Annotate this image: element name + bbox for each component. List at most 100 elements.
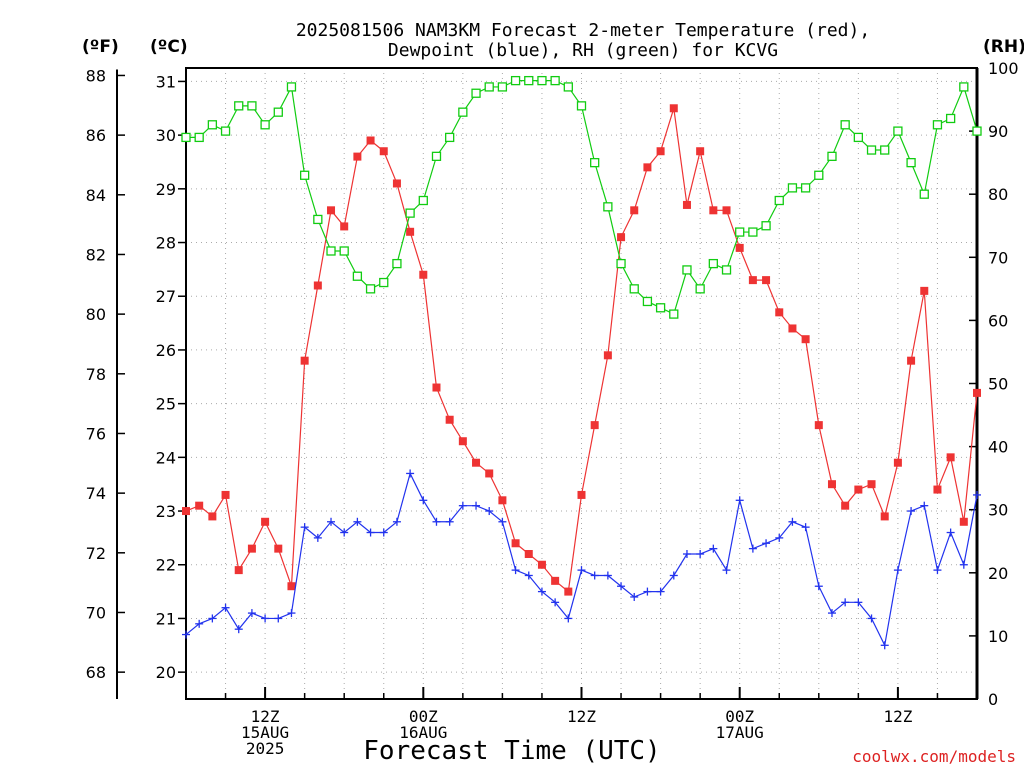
rh-point — [286, 82, 297, 92]
temperature-point — [630, 206, 639, 215]
celsius-tick-label: 23 — [156, 502, 176, 521]
x-tick-label: 12Z — [251, 707, 280, 726]
dewpoint-point — [577, 566, 586, 575]
temperature-point — [617, 233, 626, 242]
fahrenheit-tick-label: 76 — [86, 424, 106, 443]
dewpoint-point — [590, 571, 599, 580]
rh-tick-label: 50 — [988, 375, 1008, 394]
temperature-point — [340, 222, 349, 231]
dewpoint-point — [920, 501, 929, 510]
rh-point — [247, 101, 257, 111]
temperature-point — [261, 517, 270, 526]
rh-point — [590, 157, 600, 168]
dewpoint-point — [880, 641, 889, 650]
fahrenheit-tick-label: 80 — [86, 305, 106, 324]
temperature-point — [854, 485, 863, 494]
rh-point — [550, 75, 560, 86]
rh-point — [774, 195, 784, 206]
dewpoint-point — [643, 587, 652, 596]
temperature-point — [788, 324, 797, 333]
rh-point — [748, 227, 758, 237]
x-tick-label: 00Z — [409, 707, 438, 726]
dewpoint-point — [340, 528, 349, 537]
rh-point — [299, 170, 310, 180]
chart-title-line2: Dewpoint (blue), RH (green) for KCVG — [388, 40, 778, 61]
celsius-tick-label: 21 — [156, 609, 176, 628]
celsius-tick-label: 20 — [156, 663, 176, 682]
temperature-point — [920, 286, 929, 295]
temperature-point — [735, 243, 744, 252]
temperature-point — [511, 539, 520, 548]
rh-point — [365, 284, 376, 294]
fahrenheit-unit-label: (ºF) — [82, 37, 119, 57]
rh-tick-label: 80 — [988, 185, 1008, 204]
rh-point — [629, 284, 639, 294]
dewpoint-point — [379, 528, 388, 537]
temperature-point — [577, 490, 586, 499]
rh-point — [721, 265, 732, 275]
dewpoint-point — [867, 614, 876, 623]
chart-title-line1: 2025081506 NAM3KM Forecast 2-meter Tempe… — [296, 20, 870, 41]
rh-point — [761, 221, 771, 231]
dewpoint-point — [511, 566, 520, 575]
rh-point — [445, 132, 455, 143]
celsius-tick-label: 27 — [156, 287, 176, 306]
rh-tick-label: 0 — [988, 690, 998, 709]
dewpoint-point — [933, 566, 942, 575]
fahrenheit-tick-label: 68 — [86, 663, 106, 682]
temperature-point — [379, 147, 388, 156]
temperature-point — [234, 566, 243, 575]
rh-series — [181, 75, 982, 319]
dewpoint-point — [682, 550, 691, 559]
dewpoint-point — [696, 550, 705, 559]
rh-point — [418, 195, 428, 206]
temperature-point — [221, 490, 230, 499]
temperature-point — [300, 356, 309, 365]
rh-tick-label: 100 — [988, 59, 1019, 78]
dewpoint-point — [762, 539, 771, 548]
dewpoint-point — [498, 517, 507, 526]
temperature-point — [762, 276, 771, 285]
rh-point — [735, 227, 745, 237]
dewpoint-point — [656, 587, 665, 596]
dewpoint-point — [234, 625, 243, 634]
dewpoint-point — [274, 614, 283, 623]
rh-point — [431, 151, 442, 161]
rh-point — [260, 120, 270, 130]
dewpoint-series — [182, 469, 981, 650]
temperature-point — [933, 485, 942, 494]
temperature-point — [814, 421, 823, 430]
rh-point — [866, 145, 877, 155]
rh-point — [840, 120, 850, 130]
rh-point — [959, 82, 969, 92]
temperature-point — [524, 550, 533, 559]
dewpoint-point — [722, 566, 731, 575]
celsius-unit-label: (ºC) — [150, 37, 188, 57]
rh-point — [787, 183, 798, 193]
rh-point — [669, 309, 679, 319]
fahrenheit-tick-label: 82 — [86, 245, 106, 264]
temperature-point — [392, 179, 401, 188]
dewpoint-point — [709, 544, 718, 553]
dewpoint-point — [959, 560, 968, 569]
temperature-point — [419, 270, 428, 279]
dewpoint-point — [392, 517, 401, 526]
rh-point — [945, 113, 956, 124]
dewpoint-point — [669, 571, 678, 580]
rh-point — [576, 101, 587, 111]
rh-point — [563, 82, 573, 92]
temperature-point — [195, 501, 204, 510]
celsius-tick-label: 28 — [156, 234, 176, 253]
x-tick-label: 00Z — [725, 707, 754, 726]
axes — [116, 67, 979, 700]
temperature-point — [274, 544, 283, 553]
rh-point — [853, 132, 863, 143]
rh-point — [392, 258, 402, 269]
rh-tick-label: 10 — [988, 627, 1008, 646]
temperature-point — [247, 544, 256, 553]
credit-text: coolwx.com/models — [852, 747, 1016, 766]
temperature-point — [327, 206, 336, 215]
rh-point — [352, 271, 363, 281]
dewpoint-point — [287, 609, 296, 618]
temperature-point — [472, 458, 481, 467]
